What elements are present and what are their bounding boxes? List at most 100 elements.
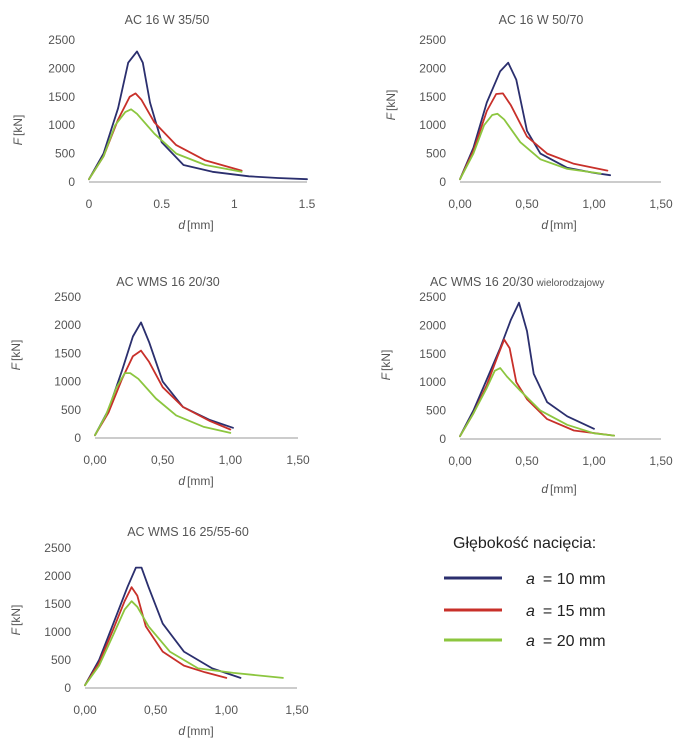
- y-axis-var: F: [9, 362, 23, 370]
- x-tick-label: 1,00: [219, 453, 243, 467]
- x-tick-label: 0,50: [515, 197, 539, 211]
- x-tick-label: 1,00: [215, 703, 239, 717]
- y-axis-var: F: [379, 372, 393, 380]
- chart-title: AC WMS 16 20/30 wielorodzajowy: [430, 275, 604, 289]
- series-line-3: [459, 112, 602, 181]
- x-tick-label: 1.5: [299, 197, 316, 211]
- x-axis-label: d [mm]: [178, 218, 213, 232]
- x-tick-label: 1,50: [649, 454, 673, 468]
- y-axis-unit: [kN]: [384, 90, 398, 111]
- y-tick-label: 2000: [44, 569, 71, 583]
- series-line-3: [94, 372, 232, 437]
- legend-item: a = 20 mm: [444, 633, 606, 650]
- y-tick-label: 2000: [48, 61, 75, 75]
- chart-title: AC WMS 16 20/30: [116, 275, 220, 289]
- y-axis-label: F[kN]: [11, 115, 25, 146]
- x-axis-var: d: [541, 218, 548, 232]
- y-axis-label: F[kN]: [9, 340, 23, 371]
- legend-var: a: [526, 571, 535, 588]
- y-tick-label: 1000: [54, 375, 81, 389]
- series-line-1: [459, 301, 595, 438]
- y-tick-label: 500: [426, 147, 446, 161]
- chart-title-main: AC WMS 16 20/30: [430, 275, 534, 289]
- y-tick-label: 2000: [419, 318, 446, 332]
- chart-title: AC 16 W 50/70: [499, 13, 584, 27]
- x-axis-label: d [mm]: [541, 482, 576, 496]
- legend-entry: a = 10 mm: [526, 571, 606, 588]
- y-axis-label: F[kN]: [379, 350, 393, 381]
- chart-title-suffix: wielorodzajowy: [536, 278, 605, 289]
- y-tick-label: 2500: [48, 33, 75, 47]
- x-axis-var: d: [178, 218, 185, 232]
- y-axis-unit: [kN]: [379, 350, 393, 371]
- x-tick-label: 0,00: [83, 453, 107, 467]
- x-tick-label: 0,00: [73, 703, 97, 717]
- series-line-3: [459, 367, 615, 438]
- legend-entry: a = 15 mm: [526, 603, 606, 620]
- chart-title: AC WMS 16 25/55-60: [127, 525, 249, 539]
- x-tick-label: 1,00: [582, 454, 606, 468]
- x-axis-unit: [mm]: [550, 218, 577, 232]
- x-tick-label: 1,50: [649, 197, 673, 211]
- chart-panel-5: AC WMS 16 25/55-60 F[kN] d [mm] 0 500 1000 1…: [9, 525, 309, 738]
- y-tick-label: 500: [426, 404, 446, 418]
- legend-value: = 20 mm: [543, 633, 606, 650]
- y-tick-label: 1000: [44, 625, 71, 639]
- legend-entry: a = 20 mm: [526, 633, 606, 650]
- y-tick-label: 2500: [419, 33, 446, 47]
- x-axis-unit: [mm]: [187, 474, 214, 488]
- y-axis-var: F: [11, 137, 25, 145]
- legend-var: a: [526, 603, 535, 620]
- chart-panel-4: AC WMS 16 20/30 wielorodzajowy F[kN] d [mm…: [379, 275, 673, 496]
- x-tick-label: 0,00: [448, 197, 472, 211]
- y-axis-label: F[kN]: [9, 605, 23, 636]
- legend: Głębokość nacięcia: a = 10 mm a = 15 mm a =…: [444, 535, 606, 650]
- x-tick-label: 0,00: [448, 454, 472, 468]
- y-axis-var: F: [384, 112, 398, 120]
- x-tick-label: 0: [86, 197, 93, 211]
- y-tick-label: 1500: [54, 346, 81, 360]
- x-tick-label: 0,50: [144, 703, 168, 717]
- x-axis-unit: [mm]: [187, 218, 214, 232]
- y-tick-label: 0: [64, 681, 71, 695]
- series-line-1: [84, 566, 242, 687]
- y-tick-label: 0: [439, 175, 446, 189]
- x-tick-label: 1,00: [582, 197, 606, 211]
- x-axis-unit: [mm]: [187, 724, 214, 738]
- series-line-1: [94, 321, 234, 437]
- chart-panel-2: AC 16 W 50/70 F[kN] d [mm] 0 500 1000 1500 20…: [384, 13, 673, 232]
- chart-panel-3: AC WMS 16 20/30 F[kN] d [mm] 0 500 1000 1500…: [9, 275, 310, 488]
- y-tick-label: 1500: [48, 90, 75, 104]
- y-tick-label: 1000: [419, 118, 446, 132]
- x-axis-unit: [mm]: [550, 482, 577, 496]
- x-tick-label: 0,50: [151, 453, 175, 467]
- x-tick-label: 1,50: [285, 703, 309, 717]
- y-tick-label: 0: [439, 432, 446, 446]
- y-tick-label: 2000: [419, 61, 446, 75]
- chart-panel-1: AC 16 W 35/50 F[kN] d [mm] 0 500 1000 1500 20…: [11, 13, 316, 232]
- series-line-2: [94, 349, 232, 437]
- chart-title: AC 16 W 35/50: [125, 13, 210, 27]
- series-line-3: [84, 600, 284, 687]
- y-axis-unit: [kN]: [11, 115, 25, 136]
- x-axis-label: d [mm]: [541, 218, 576, 232]
- y-tick-label: 500: [61, 403, 81, 417]
- y-axis-unit: [kN]: [9, 340, 23, 361]
- series-line-2: [84, 586, 228, 687]
- legend-item: a = 15 mm: [444, 603, 606, 620]
- x-tick-label: 1,50: [286, 453, 310, 467]
- series-line-1: [88, 50, 308, 181]
- legend-item: a = 10 mm: [444, 571, 606, 588]
- legend-var: a: [526, 633, 535, 650]
- x-axis-label: d [mm]: [178, 724, 213, 738]
- x-tick-label: 0.5: [153, 197, 170, 211]
- y-axis-label: F[kN]: [384, 90, 398, 121]
- legend-title: Głębokość nacięcia:: [453, 535, 596, 552]
- y-tick-label: 500: [51, 653, 71, 667]
- y-axis-unit: [kN]: [9, 605, 23, 626]
- y-tick-label: 1500: [44, 597, 71, 611]
- x-axis-var: d: [541, 482, 548, 496]
- y-tick-label: 2500: [54, 290, 81, 304]
- series-line-3: [88, 108, 243, 181]
